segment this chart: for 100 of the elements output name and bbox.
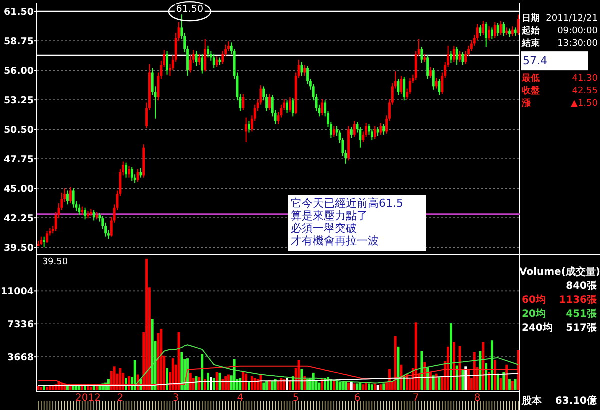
y-tick-label: 58.75 <box>4 36 34 48</box>
text: 840張 <box>566 280 598 292</box>
bar <box>283 379 286 390</box>
bar <box>485 363 488 390</box>
bar <box>488 372 490 390</box>
x-tick-label: 8 <box>474 393 481 404</box>
bar <box>160 328 163 390</box>
candlestick <box>482 20 485 36</box>
annotation: 必須一舉突破 <box>291 222 357 235</box>
text: ▲1.50 <box>571 99 598 109</box>
annotation: 39.50 <box>42 258 68 268</box>
text: 63.10億 <box>555 395 598 407</box>
x-tick-label: 2 <box>117 393 124 404</box>
candlestick <box>43 236 46 248</box>
y-tick-label: 7336 <box>8 320 34 331</box>
bar <box>204 379 207 390</box>
candlestick <box>432 68 435 90</box>
candlestick <box>245 117 248 143</box>
x-tick-label: 2012 <box>76 393 101 404</box>
bar <box>90 386 92 390</box>
text: 結束 <box>521 38 540 49</box>
candlestick <box>450 50 452 64</box>
bar <box>365 382 368 390</box>
annotation: 61.50 <box>176 4 204 16</box>
candlestick <box>300 61 304 76</box>
ref-line-label: 57.4 <box>523 54 548 68</box>
text: 20均 <box>522 308 546 320</box>
bar <box>306 379 309 390</box>
candlestick <box>289 96 292 113</box>
y-tick-label: 42.25 <box>4 214 34 225</box>
bar <box>166 368 168 390</box>
bar <box>134 360 136 390</box>
text: 451張 <box>566 308 598 320</box>
annotation: 才有機會再拉一波 <box>291 234 379 248</box>
candlestick <box>130 166 134 182</box>
candlestick <box>128 166 130 178</box>
candlestick <box>212 54 216 69</box>
candlestick <box>204 38 207 72</box>
candlestick <box>502 22 506 37</box>
bar <box>414 322 418 390</box>
bar <box>424 362 426 390</box>
y-tick-label: 39.50 <box>4 243 34 254</box>
candlestick <box>125 162 128 178</box>
candlestick <box>248 120 250 134</box>
bar <box>266 381 268 390</box>
x-tick-label: 6 <box>354 393 361 404</box>
candlestick <box>46 230 48 244</box>
candlestick <box>207 45 210 58</box>
candlestick <box>353 120 356 138</box>
y-tick-label: 47.75 <box>4 154 34 166</box>
bar <box>222 379 224 390</box>
bar <box>245 374 248 390</box>
text: 漲 <box>521 98 532 109</box>
bar <box>242 372 245 390</box>
candlestick <box>78 204 81 216</box>
bar <box>72 386 75 390</box>
candlestick <box>490 27 494 40</box>
bar <box>447 346 450 390</box>
candlestick <box>166 50 168 76</box>
text: 42.55 <box>572 86 598 96</box>
bar <box>362 384 365 390</box>
candlestick <box>462 52 464 66</box>
candlestick <box>382 124 386 136</box>
candlestick <box>452 45 456 62</box>
x-tick-label: 5 <box>292 393 300 404</box>
text: 2011/12/21 <box>546 14 598 24</box>
bar <box>494 360 496 390</box>
candlestick <box>321 99 324 116</box>
text: 60均 <box>522 294 546 306</box>
bar <box>262 382 266 390</box>
candlestick <box>400 75 403 95</box>
candlestick <box>268 94 271 111</box>
candlestick <box>374 126 376 140</box>
bar <box>224 376 228 390</box>
legend-title: Volume(成交量) <box>520 266 600 278</box>
y-tick-label: 45.00 <box>4 184 34 196</box>
candlestick <box>426 55 429 80</box>
y-tick-label: 50.50 <box>4 125 34 136</box>
candlestick <box>72 188 75 208</box>
candlestick <box>304 64 306 76</box>
candlestick <box>485 22 488 48</box>
text: 最低 <box>521 73 540 84</box>
candlestick <box>350 126 353 139</box>
bar <box>189 372 192 390</box>
bar <box>119 368 122 390</box>
bar <box>368 384 370 390</box>
bar <box>46 386 48 390</box>
y-tick-label: 3668 <box>8 352 34 364</box>
bar <box>271 381 274 390</box>
candlestick <box>140 168 142 178</box>
candlestick <box>332 126 336 138</box>
bar <box>151 319 154 390</box>
bar <box>342 382 344 390</box>
bar <box>435 374 438 390</box>
bar <box>374 384 376 390</box>
bar <box>432 376 435 390</box>
bar <box>353 384 356 390</box>
bar <box>113 366 116 390</box>
bar <box>473 352 476 390</box>
bar <box>511 381 514 390</box>
